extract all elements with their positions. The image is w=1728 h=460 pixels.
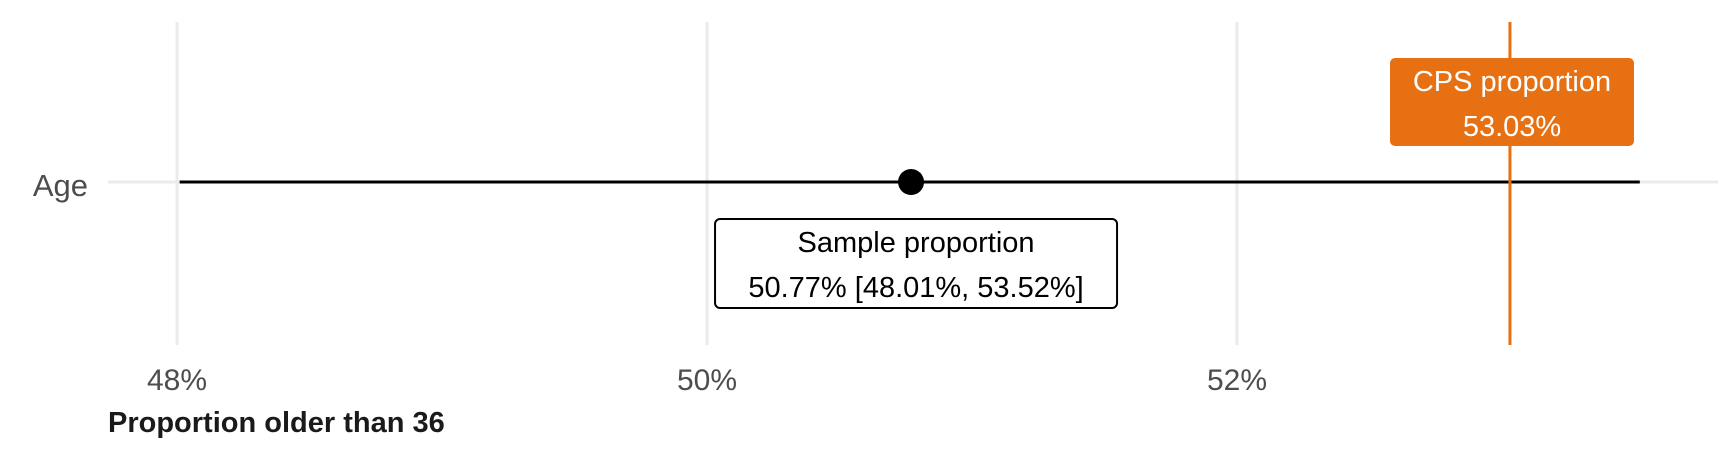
sample-proportion-label-value: 50.77% [48.01%, 53.52%]	[748, 272, 1083, 304]
cps-proportion-label-title: CPS proportion	[1413, 66, 1611, 98]
data-layer	[179, 169, 1640, 195]
cps-proportion-label-value: 53.03%	[1463, 111, 1561, 143]
y-category-label: Age	[33, 168, 88, 203]
x-tick-label: 50%	[677, 364, 737, 397]
sample-proportion-label-title: Sample proportion	[798, 227, 1035, 259]
x-tick-label: 48%	[147, 364, 207, 397]
point-estimate	[898, 169, 925, 195]
x-axis-title: Proportion older than 36	[108, 407, 445, 439]
x-tick-labels: 48% 50% 52%	[147, 364, 1267, 397]
x-tick-label: 52%	[1207, 364, 1267, 397]
sample-proportion-label: Sample proportion 50.77% [48.01%, 53.52%…	[714, 218, 1119, 309]
cps-proportion-label-box	[1390, 58, 1634, 146]
cps-proportion-label: CPS proportion 53.03%	[1390, 58, 1634, 146]
sample-proportion-label-box	[714, 218, 1119, 309]
